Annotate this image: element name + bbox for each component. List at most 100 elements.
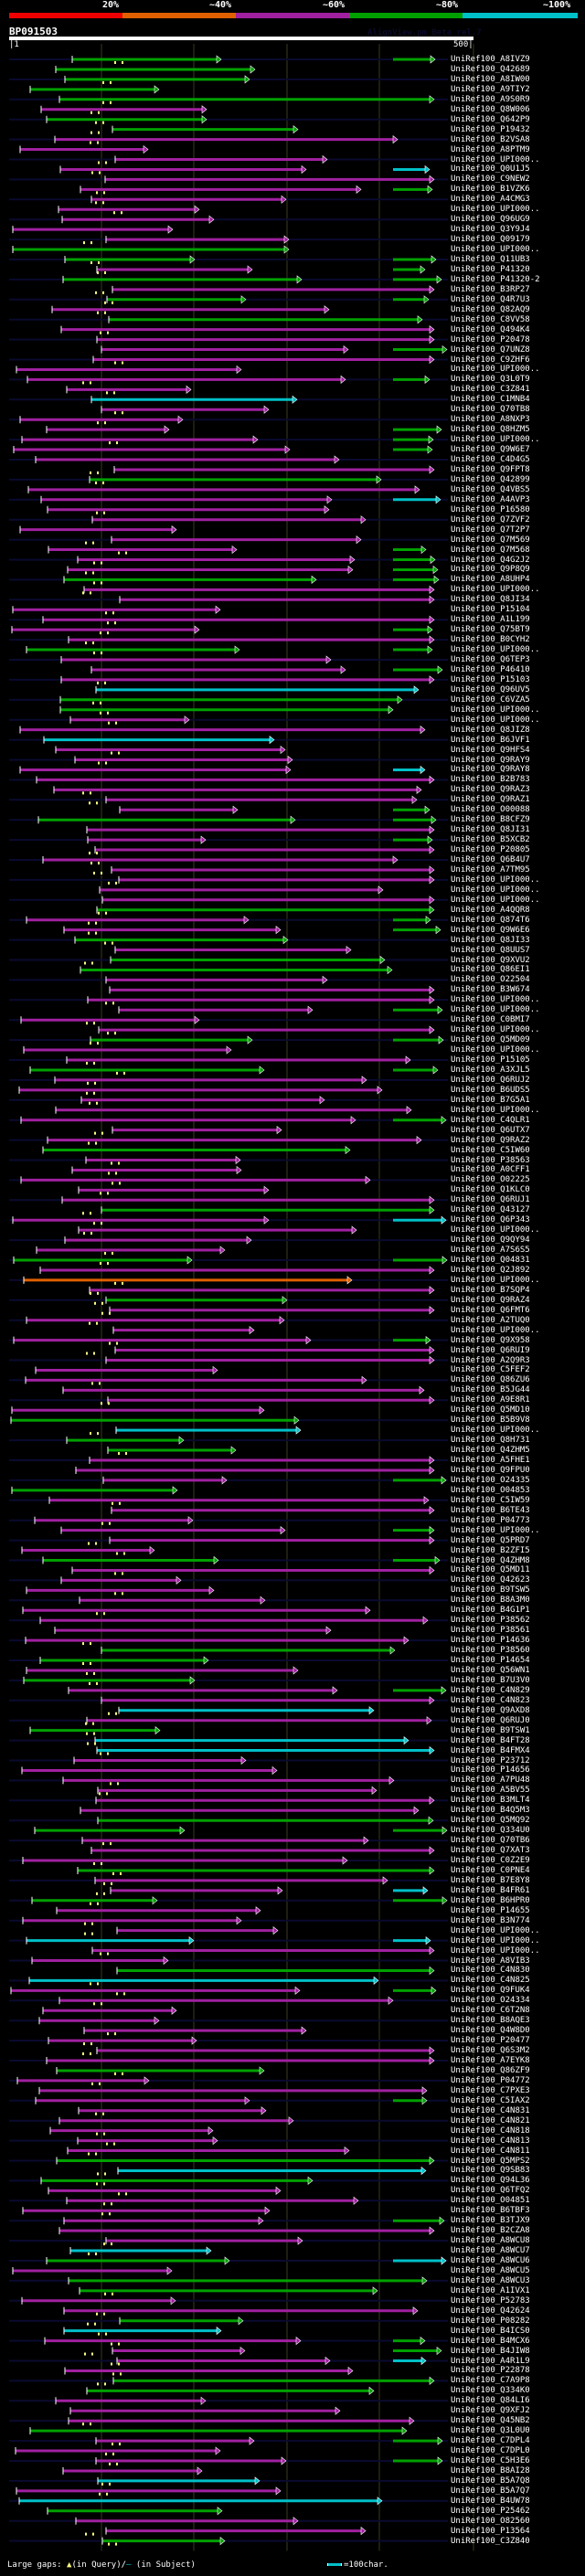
hit-label[interactable]: UniRef100_C6T2N8 [451,2006,530,2016]
hit-row[interactable] [89,1286,435,1295]
hit-row[interactable] [90,1426,302,1436]
hit-row[interactable] [9,995,448,1005]
hit-label[interactable]: UniRef100_A8WCU8 [451,2236,530,2246]
hit-label[interactable]: UniRef100_P13564 [451,2526,530,2536]
hit-label[interactable]: UniRef100_O22504 [451,975,530,985]
hit-label[interactable]: UniRef100_B6JVF1 [451,735,530,745]
hit-label[interactable]: UniRef100_Q9HFS4 [451,745,530,755]
hit-row[interactable] [9,455,448,464]
hit-row[interactable] [9,1316,448,1325]
hit-label[interactable]: UniRef100_Q6RUI9 [451,1345,530,1355]
hit-label[interactable]: UniRef100_Q6RUJ1 [451,1195,530,1205]
hit-label[interactable]: UniRef100_Q7UNZ8 [451,345,530,355]
hit-row[interactable] [108,1706,375,1715]
hit-label[interactable]: UniRef100_Q4ZHM8 [451,1555,530,1565]
hit-label[interactable]: UniRef100_Q6FMT6 [451,1305,530,1315]
hit-label[interactable]: UniRef100_B5JG44 [451,1385,530,1395]
hit-label[interactable]: UniRef100_Q8JI31 [451,825,530,835]
hit-row[interactable] [9,2036,448,2046]
hit-label[interactable]: UniRef100_A5BV55 [451,1786,530,1796]
hit-label[interactable]: UniRef100_Q9W6E7 [451,445,530,455]
hit-label[interactable]: UniRef100_Q874T6 [451,915,530,925]
hit-row[interactable] [29,85,160,94]
hit-label[interactable]: UniRef100_B3RP27 [451,284,530,294]
hit-label[interactable]: UniRef100_Q4G2J2 [451,555,530,565]
hit-label[interactable]: UniRef100_Q5MPS2 [451,2156,530,2166]
hit-row[interactable] [9,2476,448,2486]
hit-row[interactable] [109,985,435,994]
hit-row[interactable] [9,2116,448,2125]
hit-label[interactable]: UniRef100_UPI000.. [451,154,540,164]
hit-row[interactable] [9,1436,448,1445]
hit-label[interactable]: UniRef100_P14654 [451,1656,530,1665]
hit-label[interactable]: UniRef100_UPI000.. [451,895,540,905]
hit-label[interactable]: UniRef100_UPI000.. [451,1225,540,1235]
hit-row[interactable] [71,1565,435,1575]
hit-label[interactable]: UniRef100_Q3Y9J4 [451,225,530,235]
hit-label[interactable]: UniRef100_C6VZA5 [451,694,530,705]
hit-row[interactable] [9,55,448,64]
hit-label[interactable]: UniRef100_Q334K0 [451,2386,530,2396]
hit-label[interactable]: UniRef100_A8WCU7 [451,2246,530,2256]
hit-row[interactable] [112,1326,255,1335]
hit-label[interactable]: UniRef100_A8WCU6 [451,2256,530,2265]
hit-row[interactable] [71,1165,242,1175]
hit-label[interactable]: UniRef100_P16580 [451,504,530,514]
hit-row[interactable] [9,2236,448,2246]
hit-label[interactable]: UniRef100_B8CFZ9 [451,815,530,825]
hit-row[interactable] [60,1526,435,1535]
hit-label[interactable]: UniRef100_B6TBF3 [451,2206,530,2216]
hit-row[interactable] [9,2416,448,2426]
hit-row[interactable] [16,365,242,375]
hit-label[interactable]: UniRef100_UPI000.. [451,205,540,215]
hit-row[interactable] [34,1826,448,1835]
hit-label[interactable]: UniRef100_Q43127 [451,1205,530,1215]
hit-label[interactable]: UniRef100_Q6S3M2 [451,2046,530,2056]
hit-label[interactable]: UniRef100_Q7T2P7 [451,525,530,535]
hit-row[interactable] [82,2046,435,2056]
hit-label[interactable]: UniRef100_A1IVX1 [451,2285,530,2295]
hit-row[interactable] [96,1886,429,1895]
hit-label[interactable]: UniRef100_UPI000.. [451,1525,540,1535]
hit-row[interactable] [101,1646,396,1655]
hit-label[interactable]: UniRef100_A8WCU3 [451,2275,530,2285]
hit-row[interactable] [90,125,299,134]
hit-row[interactable] [9,1735,448,1745]
hit-row[interactable] [9,1555,448,1565]
hit-row[interactable] [59,164,431,175]
hit-label[interactable]: UniRef100_B6UDS5 [451,1085,530,1095]
hit-label[interactable]: UniRef100_Q6RUJ2 [451,1075,530,1085]
hit-row[interactable] [97,1786,378,1796]
hit-row[interactable] [63,926,441,935]
hit-label[interactable]: UniRef100_P25462 [451,2506,530,2516]
hit-label[interactable]: UniRef100_Q6P343 [451,1215,530,1225]
hit-row[interactable] [9,1575,448,1585]
hit-label[interactable]: UniRef100_C4N831 [451,2105,530,2115]
hit-label[interactable]: UniRef100_B8A3M0 [451,1595,530,1606]
hit-row[interactable] [56,2066,265,2075]
hit-label[interactable]: UniRef100_Q5MD10 [451,1405,530,1415]
hit-row[interactable] [9,1415,448,1425]
hit-row[interactable] [48,2186,282,2196]
hit-row[interactable] [39,1266,435,1275]
hit-label[interactable]: UniRef100_B9TSW1 [451,1725,530,1735]
hit-label[interactable]: UniRef100_B2B783 [451,775,530,785]
hit-label[interactable]: UniRef100_Q42623 [451,1575,530,1585]
hit-row[interactable] [21,1765,278,1776]
hit-row[interactable] [78,2106,267,2115]
hit-label[interactable]: UniRef100_Q42899 [451,474,530,484]
hit-row[interactable] [84,1926,279,1935]
hit-label[interactable]: UniRef100_UPI000.. [451,1005,540,1015]
hit-label[interactable]: UniRef100_Q7ZVF2 [451,514,530,525]
hit-label[interactable]: UniRef100_Q4W8D0 [451,2026,530,2036]
hit-row[interactable] [9,2076,448,2085]
hit-label[interactable]: UniRef100_Q6RUJ0 [451,1715,530,1725]
hit-label[interactable]: UniRef100_A2Q9R3 [451,1355,530,1365]
hit-row[interactable] [9,875,448,885]
hit-label[interactable]: UniRef100_C5IAX2 [451,2095,530,2105]
hit-label[interactable]: UniRef100_C4N823 [451,1695,530,1705]
hit-label[interactable]: UniRef100_C7DPL0 [451,2446,530,2456]
hit-label[interactable]: UniRef100_A8IW00 [451,74,530,84]
hit-row[interactable] [9,435,448,445]
hit-label[interactable]: UniRef100_P15103 [451,674,530,684]
